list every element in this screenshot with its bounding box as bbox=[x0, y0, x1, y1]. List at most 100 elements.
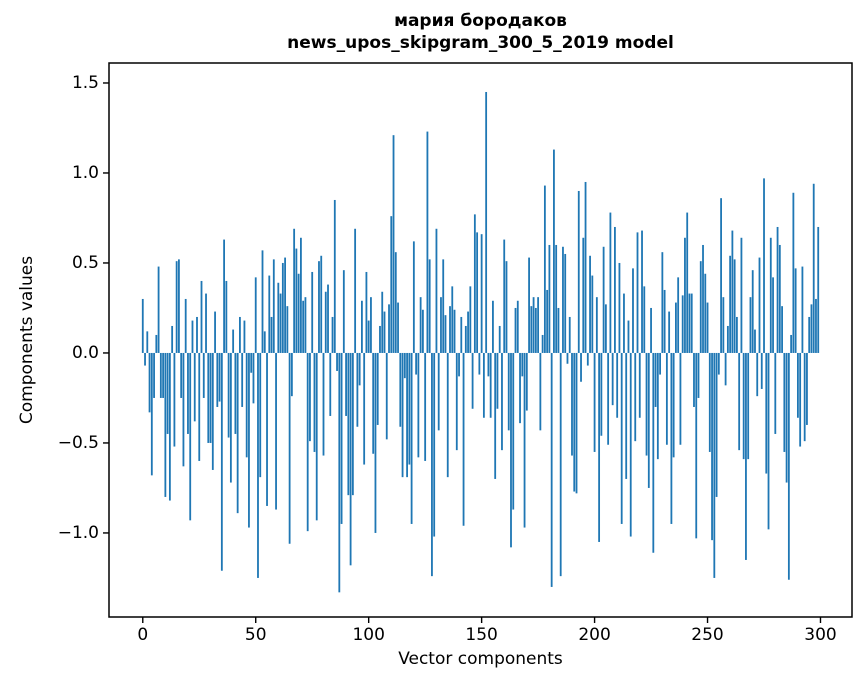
bar bbox=[394, 252, 397, 353]
bar bbox=[250, 352, 253, 373]
bar bbox=[315, 352, 318, 521]
bar bbox=[575, 352, 578, 494]
bar bbox=[295, 248, 298, 353]
bar bbox=[403, 352, 406, 379]
bar bbox=[322, 352, 325, 456]
bar bbox=[659, 352, 661, 375]
bar bbox=[361, 300, 363, 353]
bar bbox=[198, 352, 201, 461]
bar bbox=[293, 228, 296, 353]
bar bbox=[638, 352, 641, 418]
bar bbox=[485, 91, 488, 353]
bar bbox=[464, 325, 467, 353]
bar bbox=[205, 293, 207, 353]
bar bbox=[392, 135, 395, 353]
bar bbox=[528, 257, 530, 353]
bar bbox=[681, 295, 684, 353]
bar bbox=[150, 352, 153, 476]
bar bbox=[564, 253, 567, 353]
bar bbox=[751, 270, 754, 353]
x-tick-label: 250 bbox=[691, 625, 724, 645]
bar bbox=[740, 237, 743, 353]
bar bbox=[279, 293, 282, 353]
bar bbox=[604, 304, 607, 353]
bar bbox=[164, 352, 167, 497]
bar bbox=[760, 352, 763, 389]
bar bbox=[501, 352, 503, 451]
bar bbox=[708, 352, 711, 452]
bar bbox=[641, 230, 643, 353]
bar bbox=[620, 352, 623, 524]
bar bbox=[747, 352, 750, 460]
bar bbox=[442, 259, 445, 353]
bar bbox=[428, 259, 431, 353]
bar bbox=[239, 316, 241, 353]
bar bbox=[729, 255, 732, 353]
bar bbox=[449, 306, 451, 353]
bar bbox=[758, 257, 761, 353]
bar bbox=[187, 352, 189, 434]
bar bbox=[530, 306, 533, 353]
bar bbox=[383, 311, 386, 353]
bar bbox=[275, 352, 277, 510]
bar bbox=[595, 297, 598, 353]
bar bbox=[385, 352, 388, 440]
bar bbox=[358, 352, 361, 386]
bar bbox=[623, 293, 625, 353]
bar bbox=[347, 352, 350, 496]
bar bbox=[742, 352, 745, 460]
bar bbox=[772, 277, 774, 353]
bar bbox=[336, 352, 338, 371]
bar bbox=[661, 252, 664, 353]
bar bbox=[381, 291, 384, 353]
bar bbox=[354, 228, 357, 353]
bar bbox=[363, 352, 366, 465]
bar bbox=[679, 352, 682, 445]
chart-subtitle: news_upos_skipgram_300_5_2019 model bbox=[287, 33, 674, 53]
bar bbox=[686, 212, 689, 353]
bar bbox=[693, 352, 695, 407]
bar bbox=[455, 352, 458, 451]
bar bbox=[254, 277, 257, 353]
bar bbox=[304, 297, 307, 353]
bar bbox=[627, 320, 630, 353]
bar bbox=[525, 352, 528, 411]
bar bbox=[227, 352, 230, 438]
bar bbox=[717, 352, 720, 375]
bar bbox=[415, 352, 418, 375]
bar bbox=[178, 259, 180, 353]
bar bbox=[715, 352, 718, 497]
bar bbox=[370, 297, 372, 353]
bar bbox=[632, 268, 634, 353]
y-tick-label: 1.5 bbox=[71, 72, 99, 93]
bar bbox=[327, 284, 329, 353]
bar bbox=[277, 282, 280, 353]
bar bbox=[252, 352, 255, 404]
bar bbox=[367, 320, 370, 353]
bar bbox=[431, 352, 433, 577]
bar bbox=[645, 352, 648, 456]
bar bbox=[492, 300, 494, 353]
bar bbox=[675, 302, 677, 353]
bar bbox=[584, 181, 587, 353]
bar bbox=[503, 239, 506, 353]
bar bbox=[722, 297, 725, 353]
bar bbox=[320, 255, 323, 353]
bar bbox=[390, 216, 393, 353]
bar bbox=[453, 309, 456, 353]
bar bbox=[785, 352, 788, 483]
bar bbox=[512, 352, 515, 510]
bar bbox=[338, 352, 341, 593]
bar bbox=[636, 232, 639, 353]
y-tick-label: −0.5 bbox=[57, 432, 99, 453]
bar bbox=[259, 352, 262, 478]
bar bbox=[268, 275, 271, 353]
bar bbox=[670, 352, 673, 524]
bar bbox=[794, 268, 797, 353]
bar bbox=[232, 329, 235, 353]
bar bbox=[745, 352, 747, 560]
bar bbox=[778, 244, 781, 353]
bar bbox=[754, 329, 756, 353]
bar bbox=[656, 352, 659, 460]
bar bbox=[234, 352, 237, 434]
